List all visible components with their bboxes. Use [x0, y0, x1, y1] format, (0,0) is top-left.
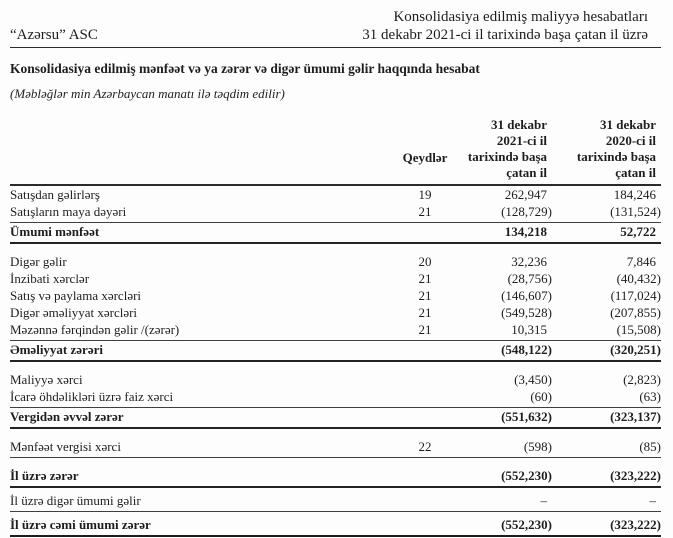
company-name: “Azərsu” ASC — [10, 27, 98, 43]
row-label: Məzənnə fərqindən gəlir /(zərər) — [10, 322, 180, 337]
row-value-2021: 134,218 — [504, 224, 547, 239]
row-value-2021: 32,236 — [511, 254, 547, 269]
row-note — [394, 408, 456, 425]
column-header-notes: Qeydlər — [402, 150, 448, 165]
row-value-2021: 10,315 — [511, 322, 547, 337]
row-note — [394, 388, 456, 405]
row-value-2021: (598) — [523, 439, 552, 454]
table-row: Əməliyyat zərəri (548,122) (320,251) — [10, 341, 661, 362]
row-note — [394, 512, 456, 533]
row-value-2020: (131,524) — [610, 204, 661, 219]
row-value-2021: (3,450) — [514, 372, 552, 387]
row-label: İnzibati xərclər — [10, 271, 90, 286]
row-note: 21 — [418, 305, 432, 320]
row-note: 22 — [418, 439, 432, 454]
column-header-2021: 31 dekabr 2021-ci il tarixində başa çata… — [467, 117, 547, 180]
table-body: Satışdan gəlirlərş 19 262,947 184,246 Satışl… — [10, 186, 661, 537]
row-value-2020: (2,823) — [623, 372, 661, 387]
row-label: Digər əməliyyat xərcləri — [10, 305, 138, 320]
row-value-2021: (128,729) — [501, 204, 552, 219]
table-row: Maliyyə xərci (3,450) (2,823) — [10, 371, 661, 388]
document-header: “Azərsu” ASC Konsolidasiya edilmiş maliy… — [10, 8, 661, 48]
income-statement-table: Qeydlər 31 dekabr 2021-ci il tarixində b… — [10, 117, 661, 537]
row-value-2020: (320,251) — [610, 342, 661, 357]
table-row: İl üzrə zərər (552,230) (323,222) — [10, 467, 661, 488]
row-label: Maliyyə xərci — [10, 372, 83, 387]
table-row: Satış və paylama xərcləri 21 (146,607) (117… — [10, 287, 661, 304]
row-note: 21 — [418, 271, 432, 286]
report-period-line: 31 dekabr 2021-ci il tarixində başa çata… — [362, 27, 648, 43]
table-row: Digər gəlir 20 32,236 7,846 — [10, 253, 661, 270]
row-label: Satış və paylama xərcləri — [10, 288, 142, 303]
row-value-2021: 262,947 — [504, 187, 547, 202]
row-value-2021: – — [540, 493, 548, 508]
row-value-2020: (40,432) — [616, 271, 661, 286]
row-label: Vergidən əvvəl zərər — [10, 409, 124, 424]
table-row: Satışdan gəlirlərş 19 262,947 184,246 — [10, 186, 661, 203]
row-value-2021: (60) — [530, 389, 552, 404]
row-value-2020: (207,855) — [610, 305, 661, 320]
column-header-2020: 31 dekabr 2020-ci il tarixində başa çata… — [576, 117, 656, 180]
row-label: Mənfəət vergisi xərci — [10, 439, 121, 454]
table-row: İnzibati xərclər 21 (28,756) (40,432) — [10, 270, 661, 287]
report-header-right: Konsolidasiya edilmiş maliyyə hesabatlar… — [362, 8, 648, 44]
table-row: Vergidən əvvəl zərər (551,632) (323,137) — [10, 408, 661, 429]
table-row: İl üzrə digər ümumi gəlir – – — [10, 488, 661, 512]
units-note: (Məbləğlər min Azərbaycan manatı ilə təq… — [10, 86, 285, 101]
table-row: İcarə öhdəlikləri üzrə faiz xərci (60) (63… — [10, 388, 661, 408]
statement-title: Konsolidasiya edilmiş mənfəət və ya zərə… — [10, 61, 480, 76]
row-value-2021: (552,230) — [501, 517, 552, 532]
row-value-2020: 184,246 — [613, 187, 656, 202]
row-value-2020: (85) — [639, 439, 661, 454]
table-row: Mənfəət vergisi xərci 22 (598) (85) — [10, 438, 661, 458]
row-note — [394, 371, 456, 388]
row-label: Satışların maya dəyəri — [10, 204, 127, 219]
row-value-2021: (548,122) — [501, 342, 552, 357]
row-value-2020: (63) — [639, 389, 661, 404]
row-label: Satışdan gəlirlərş — [10, 187, 100, 202]
row-note: 21 — [418, 204, 432, 219]
row-label: İl üzrə zərər — [10, 468, 79, 483]
row-label: Ümumi mənfəət — [10, 224, 100, 239]
row-value-2021: (146,607) — [501, 288, 552, 303]
row-value-2021: (551,632) — [501, 409, 552, 424]
row-label: Əməliyyat zərəri — [10, 342, 103, 357]
row-value-2021: (549,528) — [501, 305, 552, 320]
row-label: İl üzrə cəmi ümumi zərər — [10, 517, 151, 532]
row-value-2020: – — [649, 493, 657, 508]
table-row: Ümumi mənfəət 134,218 52,722 — [10, 223, 661, 244]
row-value-2021: (552,230) — [501, 468, 552, 483]
row-note — [394, 223, 456, 240]
row-value-2020: 7,846 — [626, 254, 656, 269]
row-note — [394, 341, 456, 358]
row-value-2020: (323,137) — [610, 409, 661, 424]
row-value-2020: (323,222) — [610, 517, 661, 532]
row-note: 20 — [418, 254, 432, 269]
row-value-2020: (117,024) — [610, 288, 661, 303]
row-note: 19 — [418, 187, 432, 202]
row-label: İl üzrə digər ümumi gəlir — [10, 493, 141, 508]
row-value-2021: (28,756) — [507, 271, 552, 286]
table-header-row: Qeydlər 31 dekabr 2021-ci il tarixində b… — [10, 117, 661, 186]
row-note: 21 — [418, 322, 432, 337]
row-value-2020: (323,222) — [610, 468, 661, 483]
report-type-line: Konsolidasiya edilmiş maliyyə hesabatlar… — [393, 9, 648, 25]
table-row: İl üzrə cəmi ümumi zərər (552,230) (323,22… — [10, 512, 661, 537]
table-row: Digər əməliyyat xərcləri 21 (549,528) (207,… — [10, 304, 661, 321]
row-note: 21 — [418, 288, 432, 303]
row-label: İcarə öhdəlikləri üzrə faiz xərci — [10, 389, 174, 404]
row-note — [394, 488, 456, 509]
row-value-2020: 52,722 — [620, 224, 656, 239]
row-note — [394, 467, 456, 484]
row-value-2020: (15,508) — [616, 322, 661, 337]
row-label: Digər gəlir — [10, 254, 67, 269]
table-row: Məzənnə fərqindən gəlir /(zərər) 21 10,315… — [10, 321, 661, 341]
table-row: Satışların maya dəyəri 21 (128,729) (131,52… — [10, 203, 661, 223]
